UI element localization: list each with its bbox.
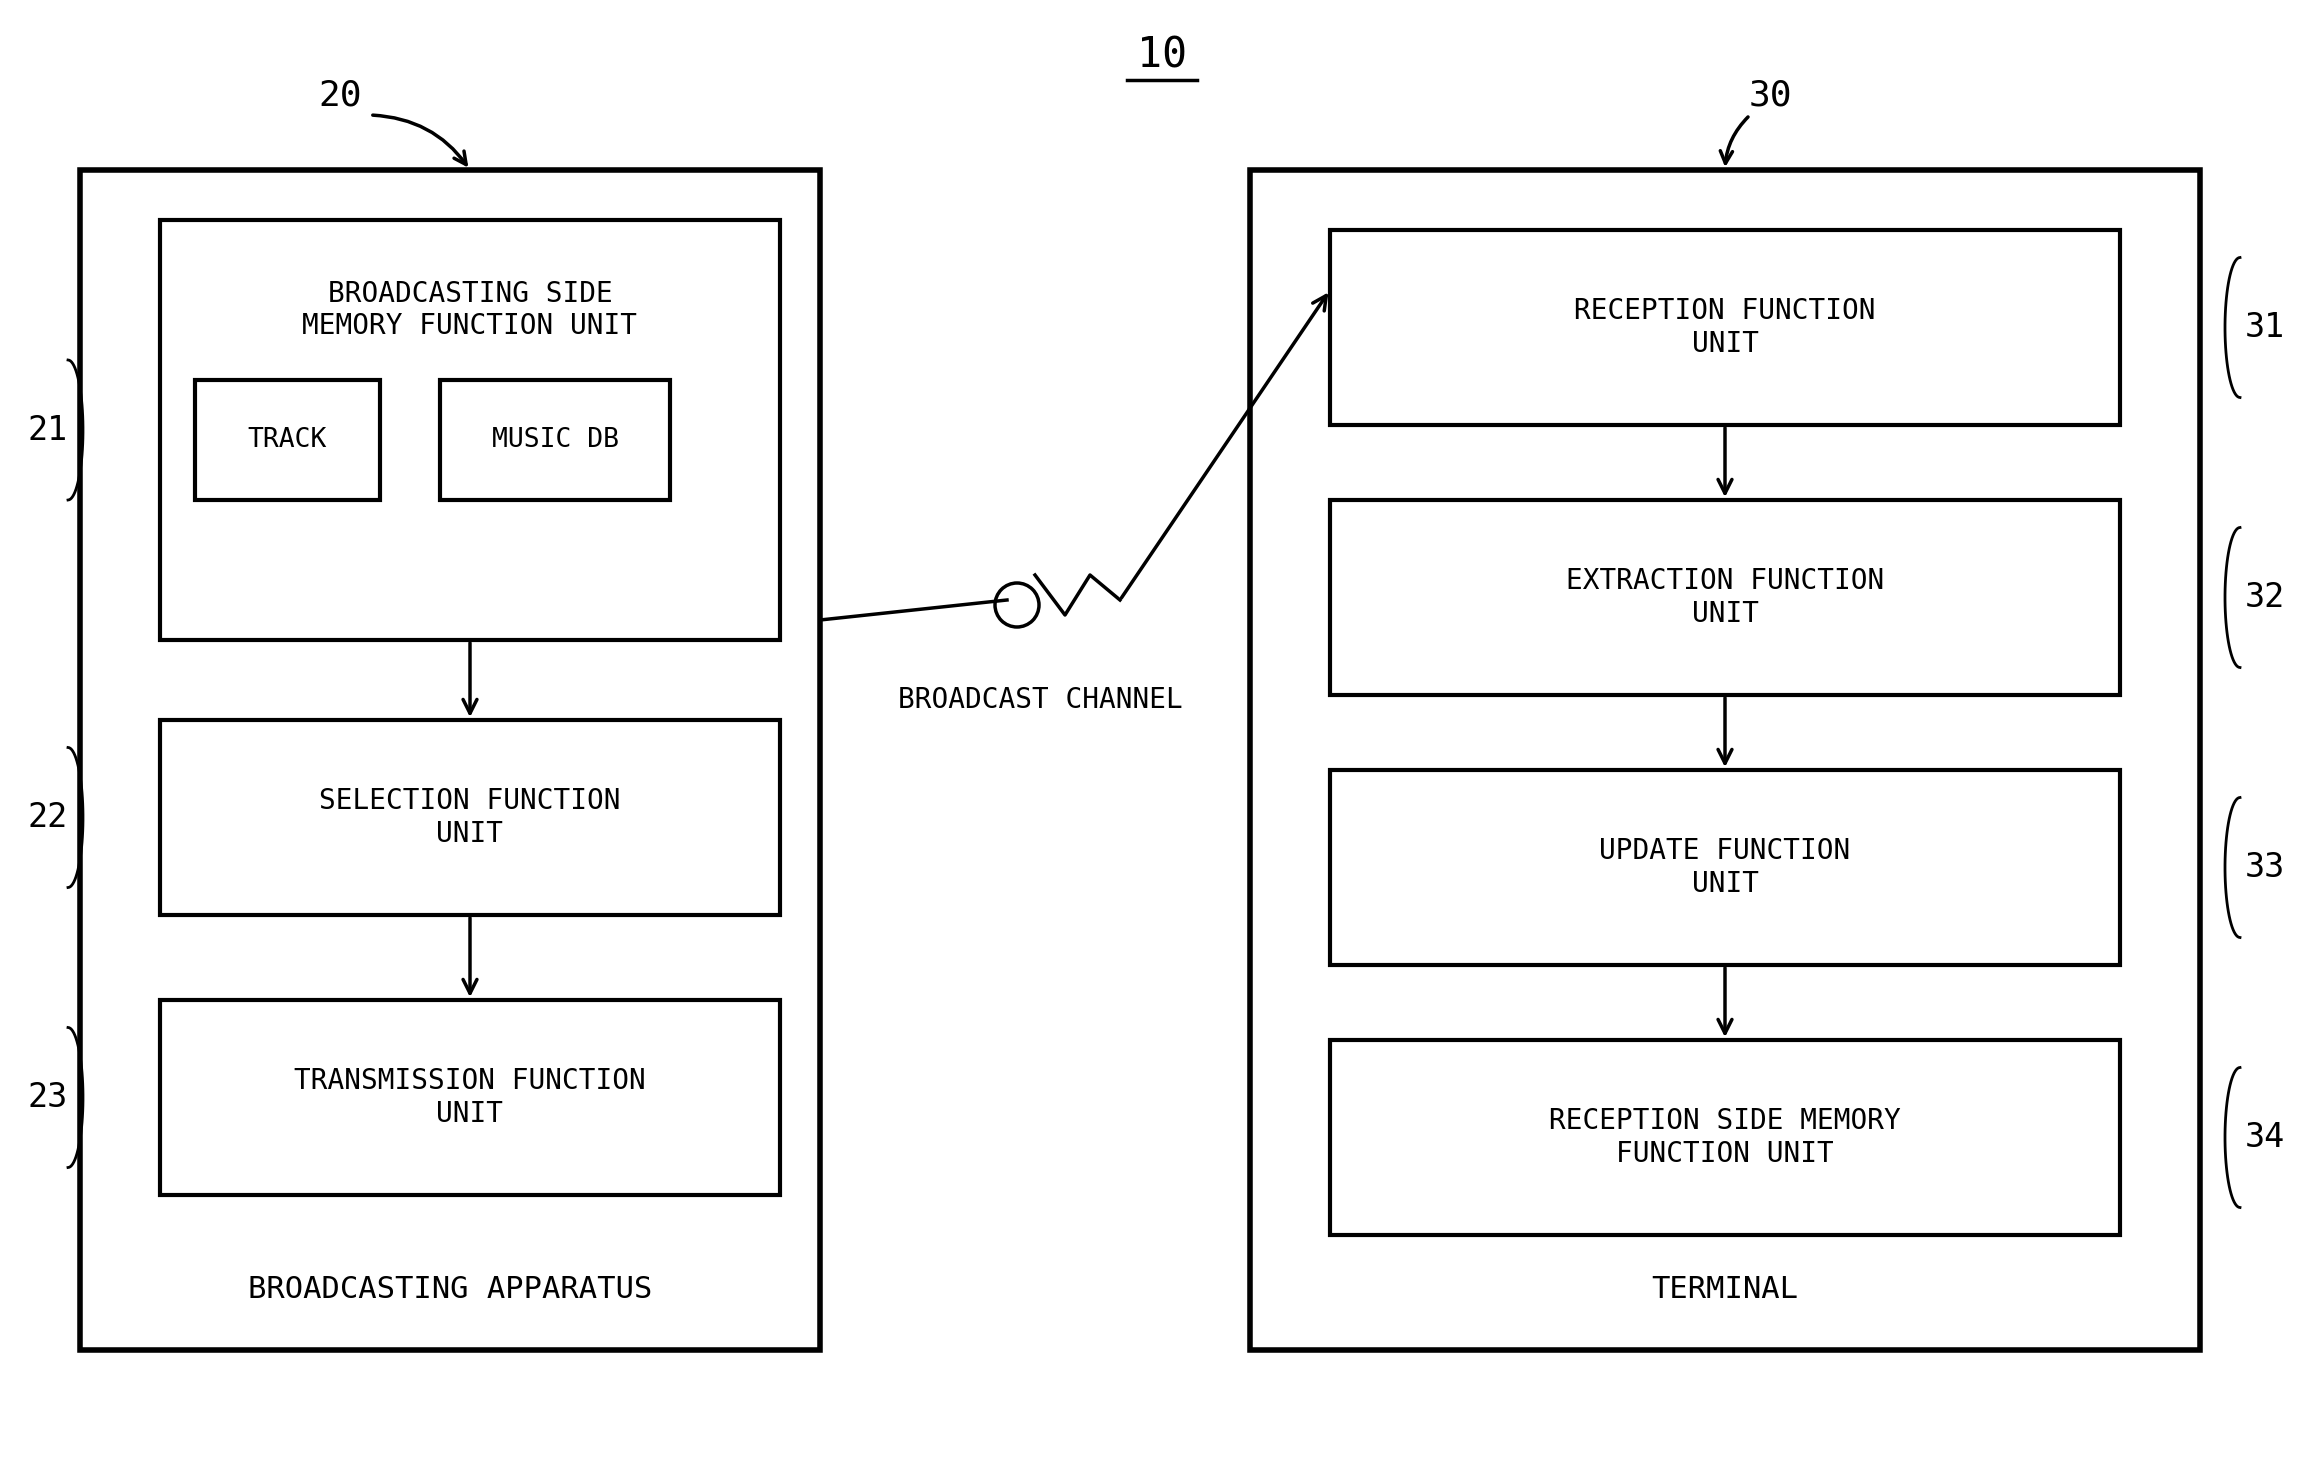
Text: 10: 10 xyxy=(1136,34,1188,75)
Text: 30: 30 xyxy=(1748,78,1792,112)
Text: BROADCASTING SIDE
MEMORY FUNCTION UNIT: BROADCASTING SIDE MEMORY FUNCTION UNIT xyxy=(302,279,637,340)
Text: TERMINAL: TERMINAL xyxy=(1652,1276,1799,1305)
Bar xyxy=(1329,231,2119,426)
Text: BROADCAST CHANNEL: BROADCAST CHANNEL xyxy=(897,686,1183,714)
Text: 33: 33 xyxy=(2245,851,2284,884)
Bar xyxy=(1329,500,2119,695)
Bar xyxy=(160,720,781,915)
Text: 21: 21 xyxy=(28,414,67,446)
Text: 22: 22 xyxy=(28,801,67,834)
Text: SELECTION FUNCTION
UNIT: SELECTION FUNCTION UNIT xyxy=(318,788,621,848)
Text: EXTRACTION FUNCTION
UNIT: EXTRACTION FUNCTION UNIT xyxy=(1566,568,1885,628)
Text: UPDATE FUNCTION
UNIT: UPDATE FUNCTION UNIT xyxy=(1599,838,1850,897)
Text: RECEPTION SIDE MEMORY
FUNCTION UNIT: RECEPTION SIDE MEMORY FUNCTION UNIT xyxy=(1550,1107,1901,1168)
Text: TRANSMISSION FUNCTION
UNIT: TRANSMISSION FUNCTION UNIT xyxy=(295,1067,646,1128)
Text: RECEPTION FUNCTION
UNIT: RECEPTION FUNCTION UNIT xyxy=(1573,297,1875,358)
Text: TRACK: TRACK xyxy=(249,427,328,452)
Text: 31: 31 xyxy=(2245,310,2284,344)
Text: MUSIC DB: MUSIC DB xyxy=(490,427,618,452)
Text: 32: 32 xyxy=(2245,581,2284,613)
Bar xyxy=(1329,1041,2119,1236)
Bar xyxy=(439,380,669,500)
Text: BROADCASTING APPARATUS: BROADCASTING APPARATUS xyxy=(249,1276,653,1305)
Bar xyxy=(195,380,381,500)
Bar xyxy=(1329,770,2119,965)
Text: 34: 34 xyxy=(2245,1120,2284,1154)
Text: 23: 23 xyxy=(28,1080,67,1114)
Bar xyxy=(79,170,820,1349)
Bar xyxy=(160,220,781,640)
Bar xyxy=(160,1001,781,1196)
Bar xyxy=(1250,170,2201,1349)
Text: 20: 20 xyxy=(318,78,363,112)
